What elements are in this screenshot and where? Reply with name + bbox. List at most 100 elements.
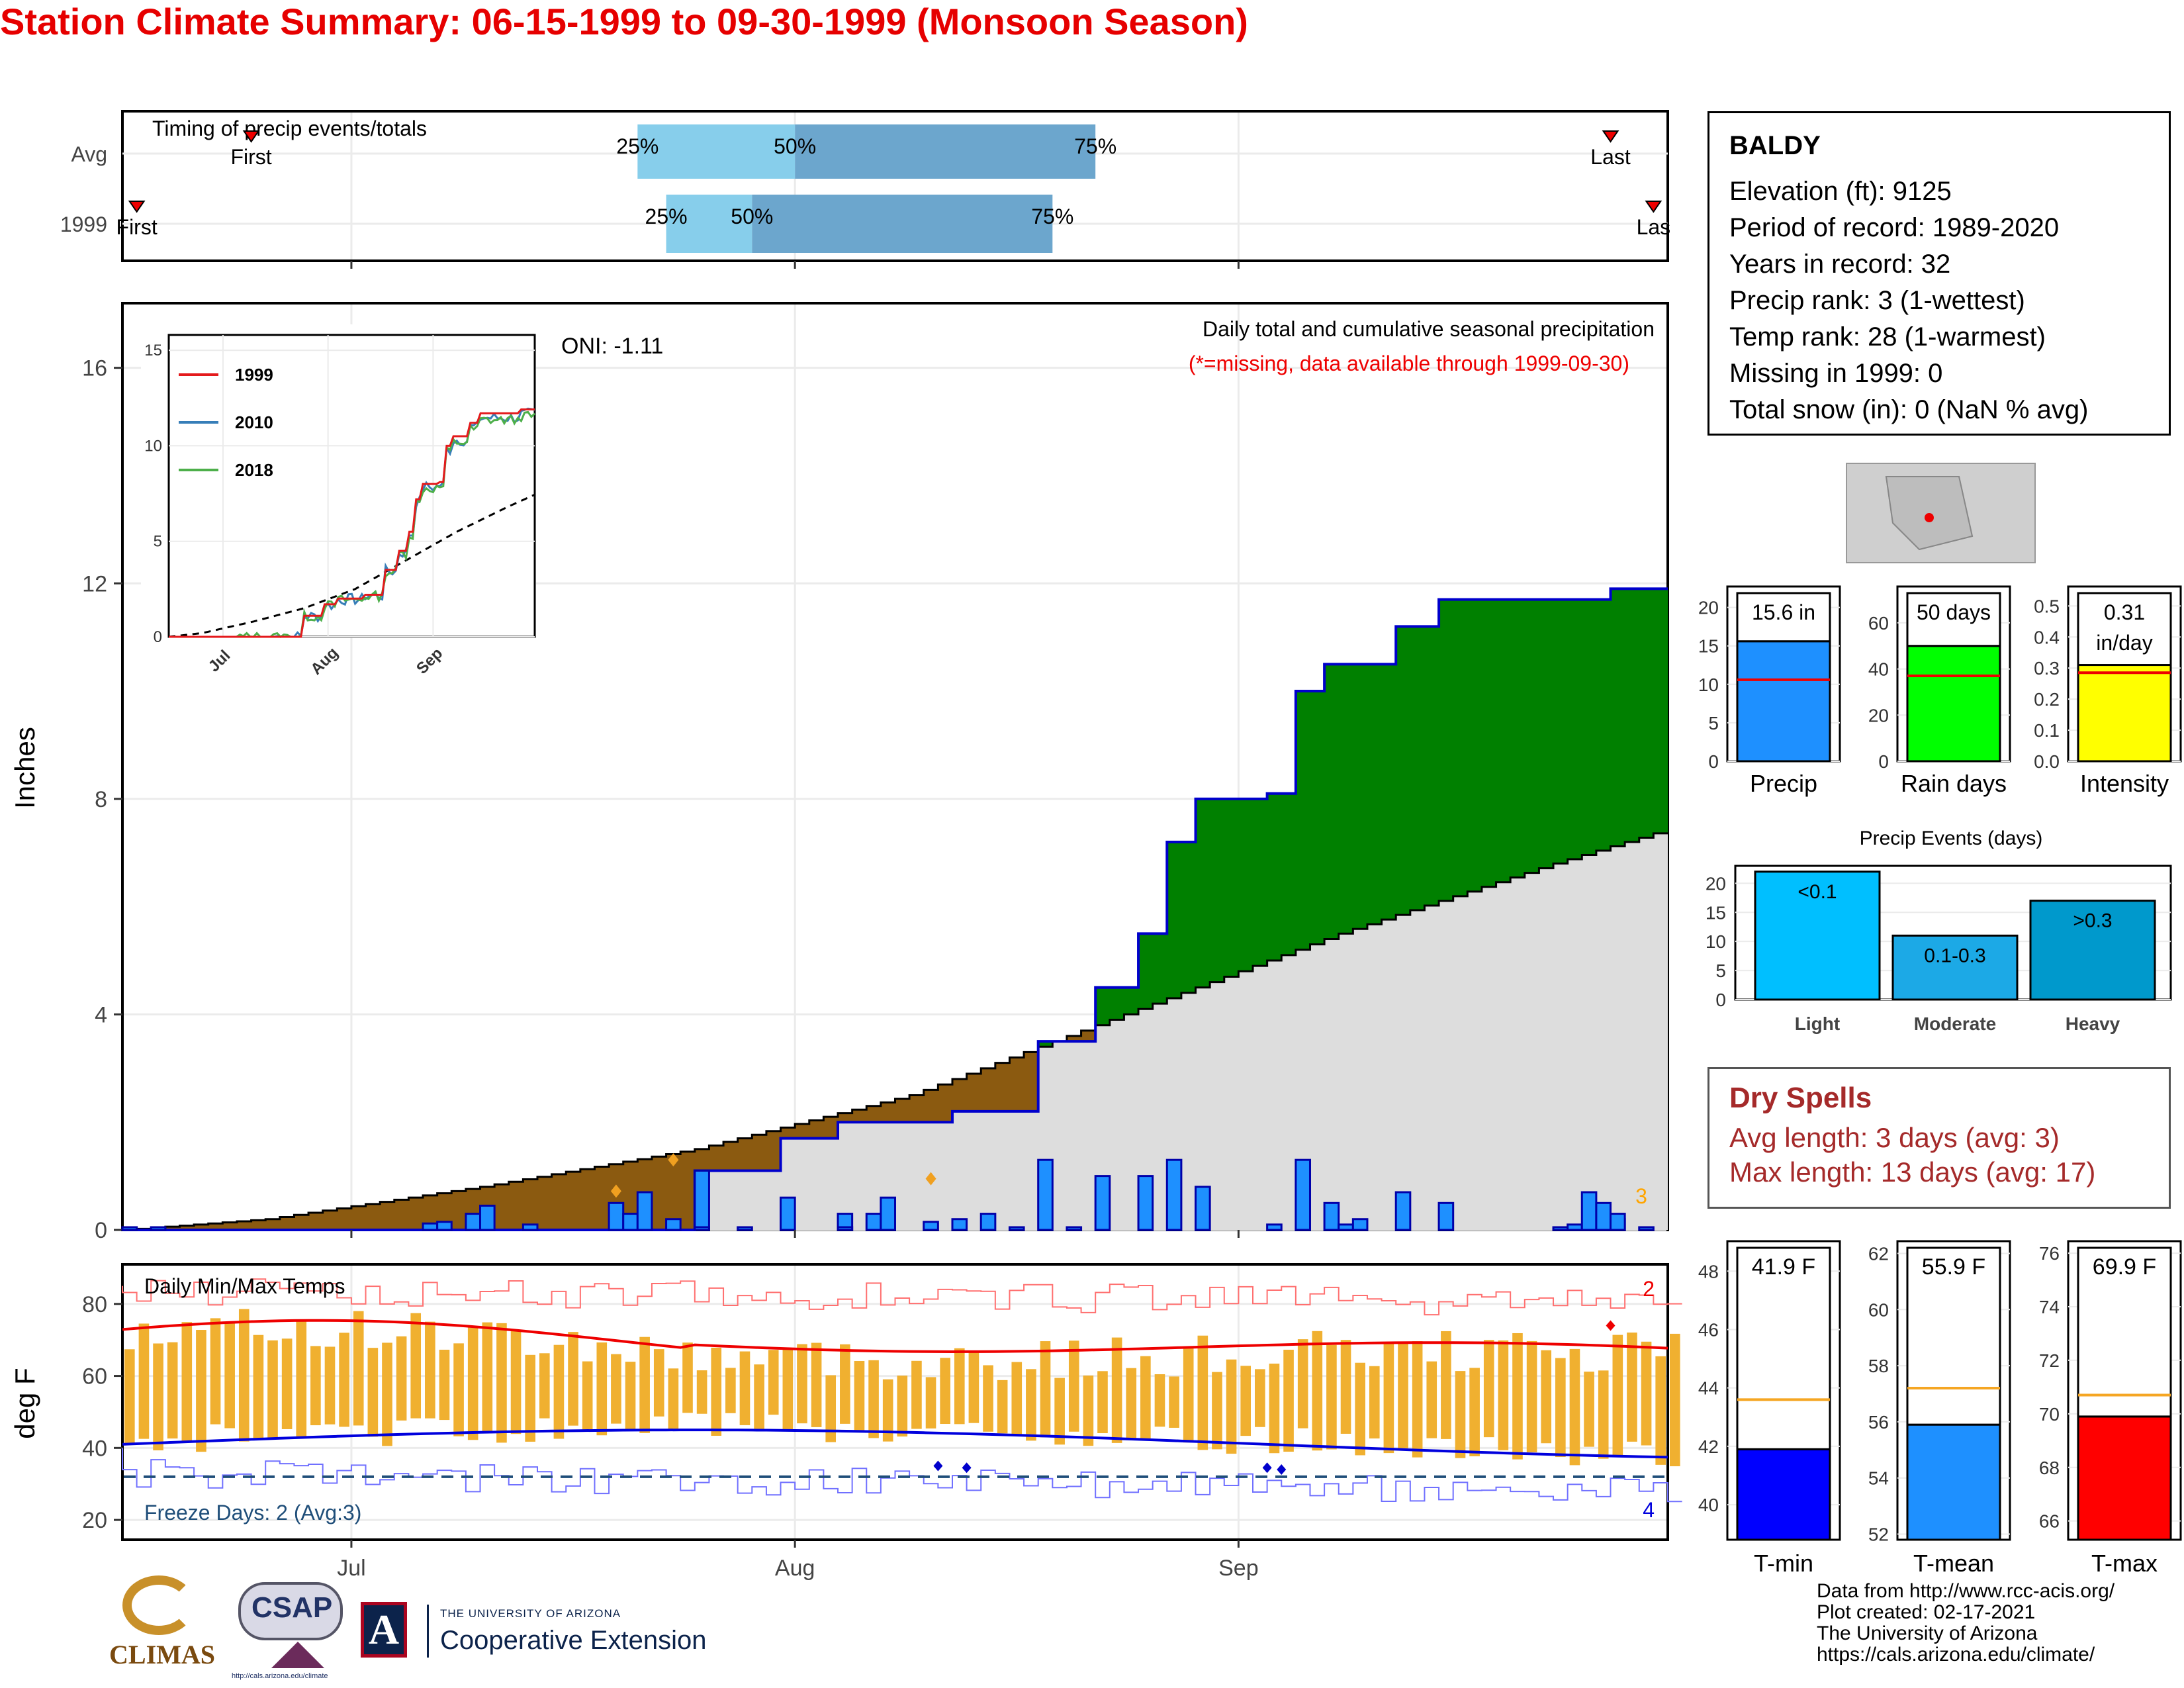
daily-temp-range-bar — [1212, 1372, 1222, 1450]
daily-temp-range-bar — [754, 1364, 764, 1431]
climas-logo: CLIMAS — [109, 1575, 215, 1675]
station-period: Period of record: 1989-2020 — [1729, 213, 2060, 242]
freeze-days-label: Freeze Days: 2 (Avg:3) — [144, 1501, 361, 1524]
daily-temp-range-bar — [940, 1358, 950, 1425]
daily-temp-range-bar — [854, 1361, 865, 1432]
csap-logo: CSAP http://cals.arizona.edu/climate — [232, 1582, 351, 1681]
daily-temp-range-bar — [653, 1349, 664, 1417]
daily-temp-range-bar — [353, 1311, 364, 1426]
inset-avg-line — [168, 493, 535, 638]
daily-precip-bar — [1338, 1223, 1354, 1231]
inset-y-tick-label: 5 — [154, 533, 162, 551]
events-bar-heavy — [2029, 900, 2156, 1001]
avg-cumulative-line — [122, 832, 1668, 1231]
summary-y-tick-label: 60 — [1868, 613, 1889, 633]
temp-y-tick-label: 80 — [82, 1292, 107, 1317]
cloud-icon — [238, 1582, 343, 1640]
daily-temp-range-bar — [1412, 1341, 1423, 1458]
daily-temp-range-bar — [1240, 1366, 1251, 1436]
station-info-box: BALDY Elevation (ft): 9125 Period of rec… — [1707, 111, 2171, 436]
events-bar-label: <0.1 — [1797, 881, 1837, 903]
precip-y-tick-label: 12 — [82, 571, 107, 596]
daily-temp-range-bar — [596, 1342, 608, 1436]
daily-temp-range-bar — [1469, 1368, 1480, 1457]
heavy-event-marker-icon — [668, 1153, 679, 1167]
daily-temp-range-bar — [925, 1377, 936, 1429]
precip-y-tick-label: 0 — [95, 1218, 107, 1243]
daily-temp-range-bar — [868, 1360, 879, 1438]
summary-y-tick-label: 0.3 — [2034, 658, 2060, 679]
timing-1999-last-label: Las — [1637, 215, 1671, 239]
summary-y-tick-label: 0 — [1878, 751, 1889, 772]
temp-summary-y-tick-label: 44 — [1698, 1378, 1719, 1399]
climas-logo-text: CLIMAS — [109, 1640, 216, 1669]
daily-temp-range-bar — [911, 1360, 922, 1429]
daily-precip-bar — [837, 1226, 854, 1231]
credit-line: https://cals.arizona.edu/climate/ — [1817, 1644, 2095, 1665]
daily-temp-range-bar — [1512, 1333, 1523, 1460]
daily-temp-range-bar — [1369, 1366, 1380, 1439]
daily-precip-bar — [1437, 1201, 1455, 1231]
daily-precip-bar — [1165, 1158, 1183, 1231]
temp-summary-y-tick-label: 48 — [1698, 1261, 1719, 1282]
summary-value-label: 15.6 in — [1752, 600, 1815, 624]
summary-y-tick-label: 0 — [1708, 751, 1719, 772]
daily-temp-range-bar — [210, 1318, 221, 1425]
ua-logo: A THE UNIVERSITY OF ARIZONA Cooperative … — [361, 1602, 758, 1668]
daily-temp-range-bar — [496, 1323, 507, 1443]
daily-temp-range-bar — [1169, 1376, 1179, 1428]
timing-1999-p25-label: 25% — [645, 205, 688, 228]
station-precip-rank: Precip rank: 3 (1-wettest) — [1729, 286, 2025, 315]
csap-url: http://cals.arizona.edu/climate — [232, 1672, 328, 1680]
precip-annotation: Daily total and cumulative seasonal prec… — [1203, 317, 1655, 341]
temp-summary-bar-t-min — [1736, 1448, 1831, 1541]
daily-temp-range-bar — [253, 1335, 264, 1440]
summary-y-tick-label: 0.1 — [2034, 720, 2060, 741]
timing-1999-q1-bar — [666, 195, 752, 253]
ua-line1: THE UNIVERSITY OF ARIZONA — [440, 1607, 621, 1620]
summary-y-tick-label: 20 — [1698, 598, 1719, 618]
summary-y-tick-label: 0.5 — [2034, 596, 2060, 616]
summary-y-tick-label: 20 — [1868, 705, 1889, 726]
daily-temp-range-bar — [611, 1354, 621, 1424]
daily-precip-bar — [1195, 1186, 1211, 1231]
daily-temp-range-bar — [768, 1350, 779, 1415]
daily-precip-bar — [780, 1196, 796, 1231]
station-elevation: Elevation (ft): 9125 — [1729, 177, 1952, 206]
temp-summary-label-box — [2077, 1246, 2172, 1418]
temp-summary-y-tick-label: 74 — [2039, 1297, 2060, 1317]
precip-corner-count: 3 — [1635, 1184, 1647, 1208]
temp-summary-y-tick-label: 72 — [2039, 1350, 2060, 1371]
daily-temp-range-bar — [439, 1349, 450, 1421]
daily-precip-bar — [479, 1204, 496, 1231]
events-bar-label: 0.1-0.3 — [1924, 945, 1985, 966]
chart-title: Station Climate Summary: 06-15-1999 to 0… — [0, 1, 1248, 42]
daily-temp-range-bar — [954, 1348, 965, 1425]
daily-temp-range-bar — [1641, 1341, 1652, 1446]
daily-temp-range-bar — [1283, 1349, 1294, 1452]
summary-category-label: Intensity — [2080, 770, 2169, 797]
events-y-tick-label: 0 — [1715, 990, 1726, 1010]
credit-line: The University of Arizona — [1817, 1622, 2038, 1644]
daily-temp-range-bar — [510, 1330, 522, 1434]
daily-precip-bar — [150, 1226, 167, 1231]
inset-y-tick-label: 10 — [144, 437, 162, 455]
summary-bar-intensity — [2077, 664, 2172, 763]
daily-precip-bar — [1137, 1175, 1154, 1231]
events-category-label: Moderate — [1914, 1013, 1996, 1034]
daily-temp-range-bar — [1455, 1371, 1466, 1458]
timing-1999-q2-bar — [752, 195, 1053, 253]
daily-temp-range-bar — [639, 1336, 650, 1433]
summary-bar-precip — [1736, 640, 1831, 763]
daily-temp-range-bar — [1097, 1371, 1108, 1434]
mountain-icon — [271, 1642, 324, 1668]
daily-temp-range-bar — [1226, 1359, 1237, 1454]
timing-avg-p25-label: 25% — [616, 134, 659, 158]
daily-temp-range-bar — [1312, 1331, 1323, 1451]
daily-temp-range-bar — [1340, 1340, 1351, 1434]
daily-precip-bar — [522, 1223, 539, 1231]
record-low-marker-icon — [1277, 1464, 1287, 1475]
daily-precip-bar — [1638, 1226, 1655, 1231]
summary-label-box — [1736, 592, 1831, 643]
temp-y-tick-label: 40 — [82, 1436, 107, 1461]
